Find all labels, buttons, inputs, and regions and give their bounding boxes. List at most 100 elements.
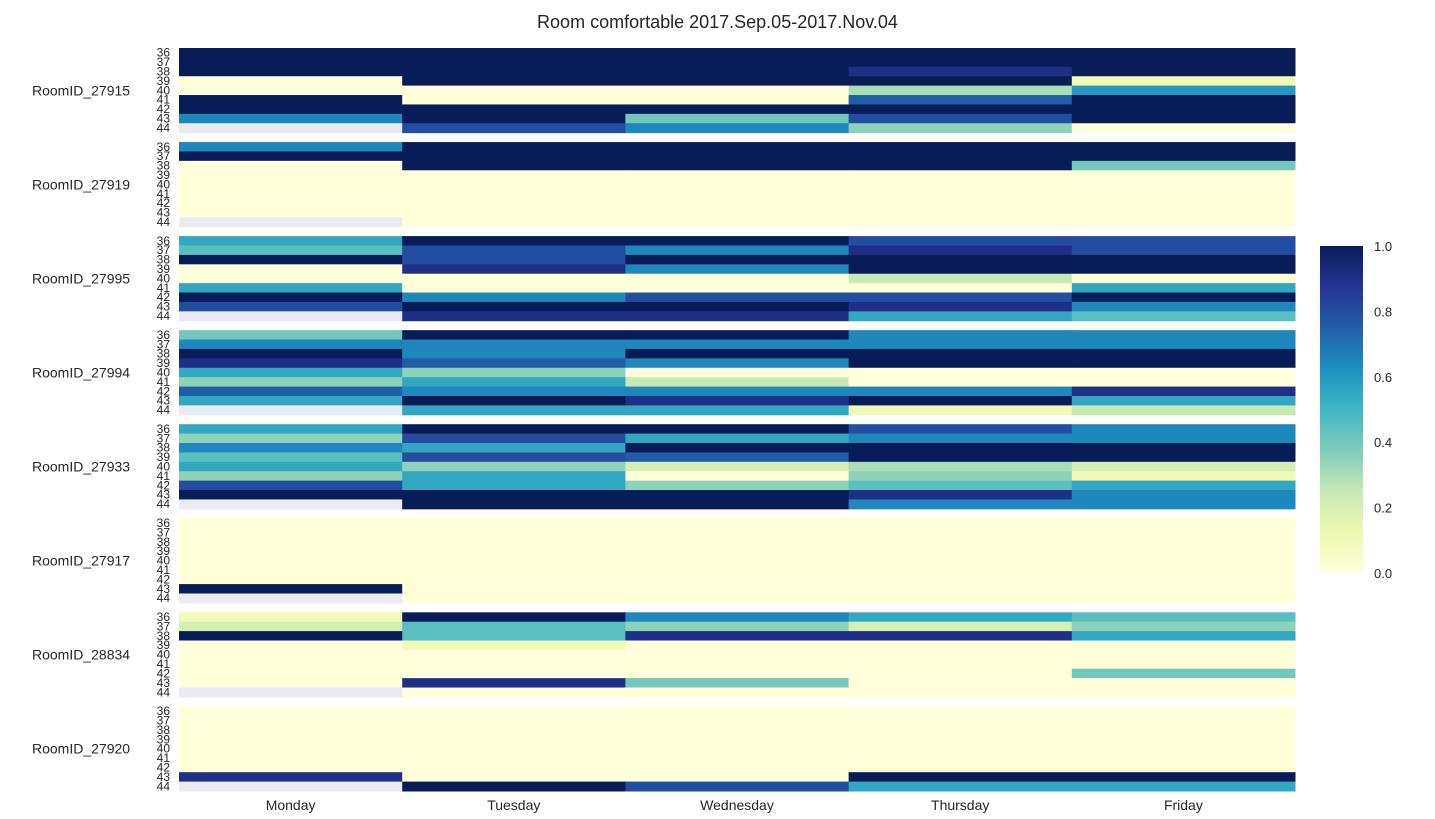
y-tick-label: 38	[157, 347, 171, 361]
heatmap-cell	[179, 593, 403, 604]
heatmap-cell	[625, 725, 850, 736]
heatmap-cell	[625, 490, 850, 500]
heatmap-cell	[179, 743, 403, 754]
heatmap-cell	[625, 546, 850, 557]
heatmap-cell	[179, 668, 403, 679]
heatmap-cell	[848, 236, 1073, 247]
heatmap-cell	[402, 687, 626, 698]
heatmap-cell	[848, 348, 1073, 359]
heatmap-cell	[179, 527, 403, 538]
heatmap-cell	[402, 123, 626, 134]
y-tick-label: 36	[157, 140, 171, 154]
heatmap-cell	[625, 348, 850, 359]
heatmap-cell	[179, 207, 403, 218]
heatmap-cell	[1071, 198, 1296, 209]
heatmap-cell	[848, 151, 1073, 162]
heatmap-cell	[1071, 104, 1296, 115]
heatmap-cell	[1071, 734, 1296, 745]
heatmap-cell	[1071, 48, 1296, 58]
heatmap-cell	[1071, 687, 1296, 698]
heatmap-cell	[179, 66, 403, 77]
heatmap-cell	[179, 452, 403, 463]
heatmap-cell	[625, 207, 850, 218]
heatmap-cell	[402, 66, 626, 77]
heatmap-cell	[848, 687, 1073, 698]
heatmap-cell	[179, 678, 403, 689]
heatmap-cell	[179, 254, 403, 265]
y-tick-label: 44	[157, 403, 171, 417]
colorbar: 0.0 0.2 0.4 0.6 0.8 1.0	[1320, 239, 1392, 581]
y-tick-label: 43	[157, 300, 171, 314]
heatmap-cell	[402, 518, 626, 529]
heatmap-cell	[1071, 292, 1296, 303]
heatmap-cell	[1071, 649, 1296, 660]
heatmap-cell	[848, 753, 1073, 764]
y-tick-label: 38	[157, 253, 171, 267]
heatmap-cell	[1071, 339, 1296, 350]
heatmap-cell	[625, 66, 850, 77]
y-tick-label: 36	[157, 422, 171, 436]
heatmap-cell	[1071, 113, 1296, 124]
y-tick-label: 39	[157, 544, 171, 558]
heatmap-cell	[402, 480, 626, 491]
heatmap-cell	[848, 499, 1073, 510]
y-tick-label: 44	[157, 215, 171, 229]
y-tick-label: 44	[157, 591, 171, 605]
heatmap-cell	[625, 659, 850, 670]
heatmap-cell	[625, 85, 850, 96]
heatmap-cell	[179, 612, 403, 623]
heatmap-cell	[179, 311, 403, 322]
heatmap-cell	[402, 565, 626, 576]
heatmap-cell	[402, 678, 626, 689]
colorbar-tick-label: 0.0	[1374, 566, 1392, 581]
heatmap-cell	[848, 207, 1073, 218]
heatmap-cell	[402, 649, 626, 660]
heatmap-cell	[625, 311, 850, 322]
heatmap-cell	[1071, 236, 1296, 247]
heatmap-cell	[625, 377, 850, 388]
heatmap-cell	[625, 48, 850, 58]
heatmap-cell	[1071, 452, 1296, 463]
heatmap-cell	[1071, 565, 1296, 576]
heatmap-cell	[848, 762, 1073, 773]
heatmap-cell	[848, 264, 1073, 275]
heatmap-cell	[1071, 584, 1296, 594]
heatmap-cell	[179, 76, 403, 87]
heatmap-cell	[1071, 537, 1296, 547]
y-tick-label: 36	[157, 46, 171, 60]
y-tick-label: 38	[157, 629, 171, 643]
y-tick-label: 43	[157, 488, 171, 502]
heatmap-cell	[625, 574, 850, 585]
y-tick-label: 41	[157, 751, 171, 765]
heatmap-cell	[848, 189, 1073, 199]
y-tick-label: 42	[157, 572, 171, 586]
heatmap-cell	[179, 189, 403, 199]
heatmap-cell	[179, 659, 403, 670]
y-tick-label: 41	[157, 469, 171, 483]
heatmap-cell	[848, 311, 1073, 322]
heatmap-cell	[848, 649, 1073, 660]
room-label: RoomID_27919	[32, 176, 130, 192]
y-tick-label: 44	[157, 497, 171, 511]
heatmap-cell	[179, 443, 403, 453]
heatmap-cell	[402, 170, 626, 181]
heatmap-cell	[179, 123, 403, 134]
heatmap-cell	[179, 236, 403, 247]
heatmap-cell	[1071, 151, 1296, 162]
heatmap-cell	[625, 678, 850, 689]
heatmap-cell	[1071, 217, 1296, 228]
heatmap-cell	[179, 715, 403, 726]
heatmap-cell	[402, 245, 626, 256]
y-tick-label: 44	[157, 685, 171, 699]
y-tick-label: 42	[157, 478, 171, 492]
heatmap-cell	[1071, 668, 1296, 679]
heatmap-cell	[402, 772, 626, 783]
heatmap-cell	[848, 395, 1073, 406]
room-label: RoomID_27995	[32, 270, 130, 286]
heatmap-cell	[625, 555, 850, 566]
colorbar-tick-label: 0.2	[1374, 501, 1392, 516]
heatmap-cell	[625, 499, 850, 510]
heatmap-cell	[402, 236, 626, 247]
colorbar-tick-label: 1.0	[1374, 239, 1392, 254]
heatmap-cell	[625, 283, 850, 294]
